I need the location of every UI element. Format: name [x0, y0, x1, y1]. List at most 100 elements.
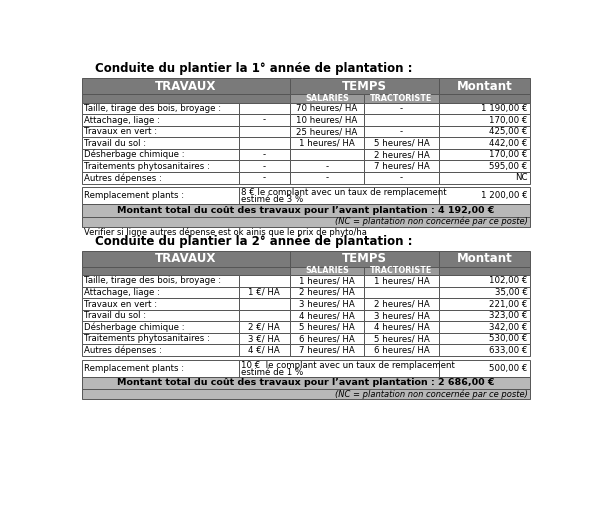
Bar	[239, 275, 290, 287]
Text: (NC = plantation non concernée par ce poste): (NC = plantation non concernée par ce po…	[335, 389, 527, 399]
Bar	[439, 126, 530, 137]
Bar	[82, 78, 290, 94]
Text: Traitements phytosanitaires :: Traitements phytosanitaires :	[84, 334, 210, 343]
Bar	[364, 333, 439, 345]
Text: Taille, tirage des bois, broyage :: Taille, tirage des bois, broyage :	[84, 277, 222, 286]
Text: TRAVAUX: TRAVAUX	[155, 80, 217, 92]
Bar	[439, 333, 530, 345]
Bar	[290, 287, 364, 298]
Text: 500,00 €: 500,00 €	[489, 364, 527, 373]
Bar	[82, 267, 290, 275]
Bar	[364, 137, 439, 149]
Bar	[364, 287, 439, 298]
Text: Montant total du coût des travaux pour l’avant plantation : 2 686,00 €: Montant total du coût des travaux pour l…	[117, 378, 495, 387]
Text: 2 heures/ HA: 2 heures/ HA	[373, 300, 429, 309]
Text: 1 heures/ HA: 1 heures/ HA	[373, 277, 429, 286]
Text: 4 heures/ HA: 4 heures/ HA	[373, 323, 429, 331]
Text: -: -	[400, 173, 403, 182]
Bar	[439, 137, 530, 149]
Text: 10 heures/ HA: 10 heures/ HA	[296, 115, 358, 125]
Text: 1 heures/ HA: 1 heures/ HA	[299, 277, 355, 286]
Text: 4 €/ HA: 4 €/ HA	[248, 346, 280, 355]
Bar	[82, 275, 239, 287]
Bar	[82, 114, 239, 126]
Bar	[439, 251, 530, 267]
Bar	[239, 345, 290, 356]
Bar	[82, 298, 239, 310]
Text: 221,00 €: 221,00 €	[489, 300, 527, 309]
Text: (NC = plantation non concernée par ce poste): (NC = plantation non concernée par ce po…	[335, 217, 527, 227]
Bar	[82, 322, 239, 333]
Text: -: -	[325, 173, 328, 182]
Text: NC: NC	[515, 173, 527, 182]
Bar	[290, 251, 439, 267]
Text: Remplacement plants :: Remplacement plants :	[84, 192, 185, 200]
Bar	[82, 360, 239, 377]
Text: -: -	[263, 150, 266, 159]
Bar	[239, 360, 439, 377]
Text: 5 heures/ HA: 5 heures/ HA	[373, 139, 429, 148]
Bar	[364, 310, 439, 322]
Text: 6 heures/ HA: 6 heures/ HA	[373, 346, 429, 355]
Bar	[239, 126, 290, 137]
Bar	[82, 389, 530, 399]
Bar	[364, 126, 439, 137]
Bar	[82, 149, 239, 160]
Bar	[82, 377, 530, 389]
Bar	[82, 333, 239, 345]
Bar	[439, 114, 530, 126]
Bar	[439, 172, 530, 184]
Text: TRACTORISTE: TRACTORISTE	[370, 94, 433, 103]
Text: Montant total du coût des travaux pour l’avant plantation : 4 192,00 €: Montant total du coût des travaux pour l…	[117, 206, 495, 215]
Text: 5 heures/ HA: 5 heures/ HA	[299, 323, 355, 331]
Bar	[439, 149, 530, 160]
Bar	[239, 298, 290, 310]
Bar	[290, 310, 364, 322]
Text: 2 heures/ HA: 2 heures/ HA	[299, 288, 355, 297]
Text: Attachage, liage :: Attachage, liage :	[84, 288, 160, 297]
Text: 2 €/ HA: 2 €/ HA	[248, 323, 280, 331]
Bar	[439, 310, 530, 322]
Bar	[82, 251, 290, 267]
Text: TEMPS: TEMPS	[342, 252, 387, 265]
Text: 1 €/ HA: 1 €/ HA	[248, 288, 280, 297]
Text: Verifier si ligne autres dépense est ok ainis que le prix de phyto/ha: Verifier si ligne autres dépense est ok …	[84, 227, 367, 237]
Text: Autres dépenses :: Autres dépenses :	[84, 173, 162, 183]
Text: Remplacement plants :: Remplacement plants :	[84, 364, 185, 373]
Bar	[364, 275, 439, 287]
Bar	[290, 103, 364, 114]
Text: 3 heures/ HA: 3 heures/ HA	[373, 311, 429, 320]
Text: TEMPS: TEMPS	[342, 80, 387, 92]
Text: SALARIES: SALARIES	[305, 94, 349, 103]
Bar	[290, 94, 364, 103]
Bar	[439, 78, 530, 94]
Text: 442,00 €: 442,00 €	[489, 139, 527, 148]
Bar	[239, 187, 439, 204]
Text: estimé de 3 %: estimé de 3 %	[241, 195, 304, 204]
Text: TRACTORISTE: TRACTORISTE	[370, 266, 433, 276]
Text: TRAVAUX: TRAVAUX	[155, 252, 217, 265]
Text: 70 heures/ HA: 70 heures/ HA	[296, 104, 358, 113]
Text: -: -	[263, 162, 266, 171]
Bar	[290, 322, 364, 333]
Bar	[239, 114, 290, 126]
Text: Conduite du plantier la 2° année de plantation :: Conduite du plantier la 2° année de plan…	[95, 235, 413, 248]
Text: 2 heures/ HA: 2 heures/ HA	[373, 150, 429, 159]
Text: Taille, tirage des bois, broyage :: Taille, tirage des bois, broyage :	[84, 104, 222, 113]
Bar	[239, 160, 290, 172]
Text: 323,00 €: 323,00 €	[489, 311, 527, 320]
Bar	[290, 126, 364, 137]
Bar	[290, 275, 364, 287]
Bar	[439, 160, 530, 172]
Text: Travail du sol :: Travail du sol :	[84, 311, 146, 320]
Bar	[239, 287, 290, 298]
Bar	[439, 187, 530, 204]
Text: 6 heures/ HA: 6 heures/ HA	[299, 334, 355, 343]
Bar	[364, 267, 439, 275]
Text: Travaux en vert :: Travaux en vert :	[84, 300, 158, 309]
Bar	[290, 172, 364, 184]
Bar	[82, 172, 239, 184]
Bar	[439, 267, 530, 275]
Text: Montant: Montant	[456, 252, 512, 265]
Bar	[364, 103, 439, 114]
